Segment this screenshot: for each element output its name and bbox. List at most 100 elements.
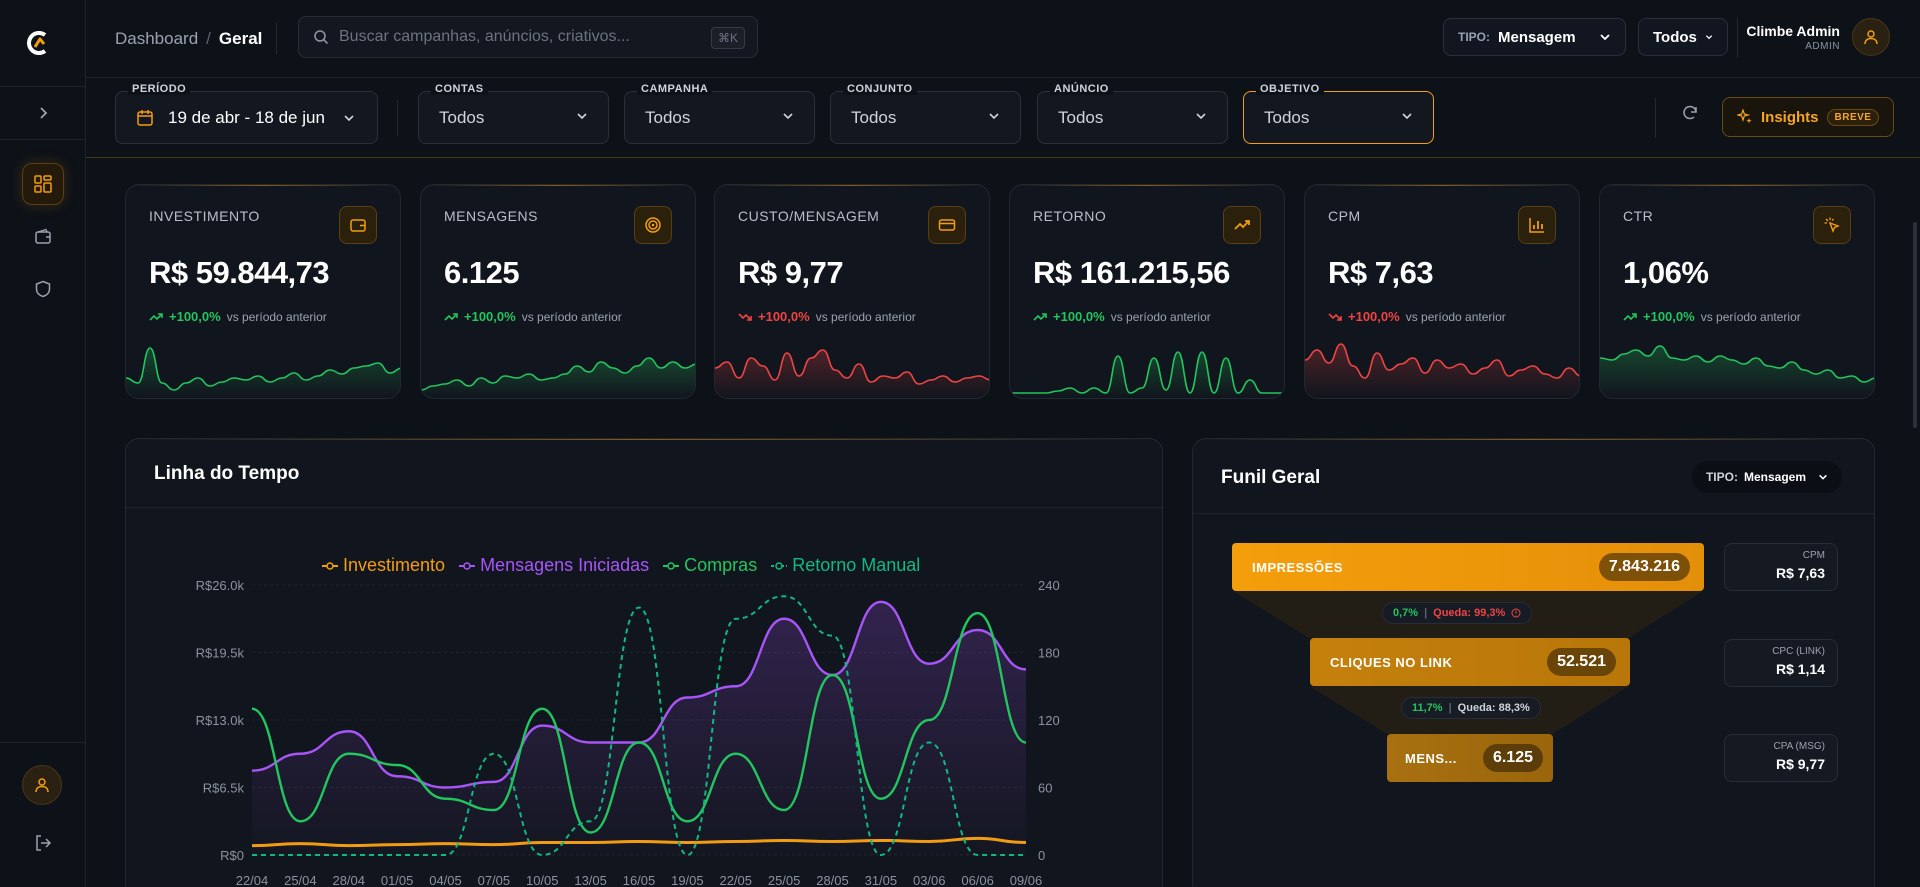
insights-button[interactable]: Insights BREVE (1722, 97, 1894, 137)
series-line-3[interactable] (251, 611, 1027, 834)
metric-label: CPM (1802, 550, 1825, 561)
objetivo-filter[interactable]: OBJETIVO Todos (1243, 83, 1434, 144)
kpi-label: RETORNO (1033, 208, 1107, 224)
kpi-card[interactable]: RETORNO R$ 161.215,56 +100,0% vs período an… (1009, 184, 1285, 399)
sparkline (715, 349, 989, 398)
scope-select[interactable]: Todos (1638, 18, 1728, 56)
delta-percent: +100,0% (758, 309, 810, 324)
sparkline (421, 357, 695, 398)
filter-label: OBJETIVO (1256, 83, 1324, 95)
expand-sidebar-button[interactable] (22, 92, 64, 134)
kpi-card[interactable]: MENSAGENS 6.125 +100,0% vs período anterior (420, 184, 696, 399)
y-axis-left-tick: R$0 (220, 848, 244, 863)
kpi-delta: +100,0% vs período anterior (1623, 309, 1801, 324)
search-box[interactable]: ⌘K (298, 16, 758, 58)
wallet-icon (35, 228, 51, 244)
nav-wallet[interactable] (22, 216, 64, 258)
kpi-value: 1,06% (1623, 255, 1709, 290)
funnel-stage-mensagens[interactable]: MENS... 6.125 (1387, 734, 1553, 782)
period-filter[interactable]: PERÍODO 19 de abr - 18 de jun (115, 83, 378, 144)
logout-button[interactable] (22, 822, 64, 864)
sparkline (1600, 345, 1874, 398)
series-line-4[interactable] (251, 595, 1026, 857)
stage-label: CLIQUES NO LINK (1330, 654, 1453, 670)
anuncio-filter[interactable]: ANÚNCIO Todos (1037, 83, 1228, 144)
drop-badge: 0,7% | Queda: 99,3% (1382, 602, 1533, 624)
target-icon (634, 206, 672, 244)
sidebar-divider (0, 86, 86, 87)
sparkline (1305, 343, 1579, 398)
stage-label: MENS... (1405, 750, 1457, 766)
kpi-delta: +100,0% vs período anterior (1033, 309, 1211, 324)
legend-label: Investimento (343, 555, 446, 575)
filter-value: Todos (1058, 108, 1104, 127)
breadcrumb-root[interactable]: Dashboard (115, 29, 199, 48)
campanha-filter[interactable]: CAMPANHA Todos (624, 83, 815, 144)
filter-label: CAMPANHA (637, 83, 713, 95)
logo-icon[interactable] (25, 30, 51, 56)
legend-retorno[interactable]: Retorno Manual (771, 555, 920, 576)
page-scrollbar[interactable] (1913, 222, 1917, 428)
delta-caption: vs período anterior (1405, 309, 1506, 324)
delta-percent: +100,0% (1643, 309, 1695, 324)
refresh-icon[interactable] (1681, 104, 1699, 122)
y-axis-right-tick: 240 (1038, 578, 1060, 593)
stage-label: IMPRESSÕES (1252, 559, 1343, 575)
kpi-value: R$ 9,77 (738, 255, 844, 290)
shield-icon (35, 280, 51, 298)
user-icon (35, 778, 49, 793)
kpi-label: CTR (1623, 208, 1654, 224)
tipo-value: Mensagem (1498, 28, 1576, 46)
legend-investimento[interactable]: Investimento (322, 555, 445, 576)
timeline-panel: Linha do Tempo Investimento Mensagens In… (125, 438, 1163, 887)
metric-label: CPA (MSG) (1773, 741, 1825, 752)
kpi-card[interactable]: CPM R$ 7,63 +100,0% vs período anterior (1304, 184, 1580, 399)
kpi-value: R$ 7,63 (1328, 255, 1434, 290)
legend-marker-icon (459, 561, 476, 570)
search-input[interactable] (339, 28, 699, 46)
funnel-stage-impressoes[interactable]: IMPRESSÕES 7.843.216 (1232, 543, 1704, 591)
kpi-card[interactable]: CTR 1,06% +100,0% vs período anterior (1599, 184, 1875, 399)
dashboard-icon (34, 175, 52, 193)
legend-label: Mensagens Iniciadas (480, 555, 650, 575)
y-axis-right-tick: 60 (1038, 781, 1052, 796)
kpi-label: CUSTO/MENSAGEM (738, 208, 880, 224)
tipo-select[interactable]: TIPO: Mensagem (1443, 18, 1626, 56)
insights-badge: BREVE (1826, 108, 1880, 126)
legend-compras[interactable]: Compras (663, 555, 757, 576)
series-line-2[interactable] (251, 600, 1027, 789)
x-axis-tick: 07/05 (478, 873, 511, 887)
period-value: 19 de abr - 18 de jun (168, 108, 325, 127)
avatar[interactable] (1852, 18, 1890, 56)
calendar-icon (137, 110, 153, 126)
funnel-panel: Funil Geral TIPO: Mensagem IMPRESSÕES 7.… (1192, 438, 1875, 887)
conjunto-filter[interactable]: CONJUNTO Todos (830, 83, 1021, 144)
user-menu[interactable]: Climbe Admin ADMIN (1746, 18, 1890, 56)
funnel-tipo-select[interactable]: TIPO: Mensagem (1691, 461, 1842, 493)
divider (397, 100, 398, 136)
contas-filter[interactable]: CONTAS Todos (418, 83, 609, 144)
y-axis-right-tick: 180 (1038, 646, 1060, 661)
sparkline (1010, 351, 1284, 398)
conversion-rate: 0,7% (1393, 607, 1419, 619)
x-axis-tick: 22/05 (719, 873, 752, 887)
sidebar-avatar[interactable] (22, 765, 62, 805)
funnel-stage-cliques[interactable]: CLIQUES NO LINK 52.521 (1310, 638, 1630, 686)
y-axis-left-tick: R$13.0k (196, 713, 245, 728)
x-axis-tick: 04/05 (429, 873, 462, 887)
kpi-value: R$ 161.215,56 (1033, 255, 1230, 290)
stage-value: 52.521 (1547, 648, 1616, 676)
series-area-mensagens (252, 601, 1026, 855)
nav-dashboard[interactable] (22, 163, 64, 205)
legend-mensagens[interactable]: Mensagens Iniciadas (459, 555, 649, 576)
drop-rate: Queda: 88,3% (1457, 702, 1530, 714)
y-axis-right-tick: 120 (1038, 713, 1060, 728)
nav-security[interactable] (22, 268, 64, 310)
tipo-value: Mensagem (1743, 470, 1806, 484)
wallet-icon (339, 206, 377, 244)
kpi-card[interactable]: INVESTIMENTO R$ 59.844,73 +100,0% vs períod… (125, 184, 401, 399)
tipo-label: TIPO: (1458, 30, 1490, 44)
user-role: ADMIN (1805, 40, 1840, 52)
kpi-card[interactable]: CUSTO/MENSAGEM R$ 9,77 +100,0% vs período a… (714, 184, 990, 399)
legend-marker-icon (663, 561, 680, 570)
